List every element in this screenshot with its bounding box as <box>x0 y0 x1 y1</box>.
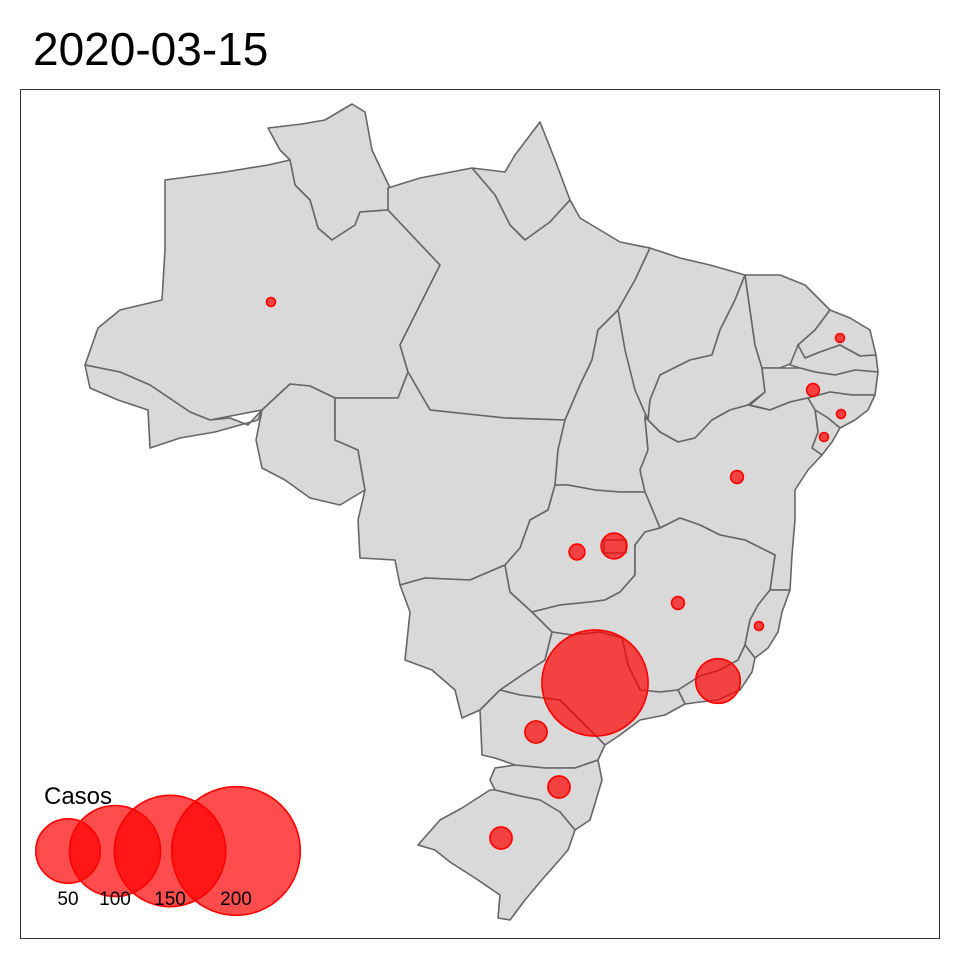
size-legend: Casos 50 100 150 200 <box>34 783 302 917</box>
map-panel <box>20 89 940 939</box>
legend-label-50: 50 <box>57 889 78 910</box>
case-bubbles <box>265 296 847 850</box>
legend-label-200: 200 <box>220 889 252 910</box>
legend-title: Casos <box>44 783 112 810</box>
case-bubble-sc <box>547 775 571 799</box>
state-outlines <box>84 103 879 921</box>
state-es <box>744 589 791 659</box>
legend-items: 50 100 150 200 <box>34 785 302 917</box>
case-bubble-rn <box>834 332 846 344</box>
legend-bubble-200 <box>170 785 302 917</box>
legend-label-100: 100 <box>99 889 131 910</box>
case-bubble-am <box>265 296 277 308</box>
map-title: 2020-03-15 <box>33 23 269 75</box>
state-ac <box>84 364 263 449</box>
case-bubble-pe <box>805 382 821 398</box>
case-bubble-rj <box>694 657 742 705</box>
legend-label-150: 150 <box>154 889 186 910</box>
case-bubble-es <box>753 620 765 632</box>
case-bubble-pr <box>524 720 548 744</box>
case-bubble-al <box>835 408 847 420</box>
case-bubble-sp <box>541 629 649 737</box>
case-bubble-ba <box>729 469 745 485</box>
case-bubble-go <box>568 543 586 561</box>
state-rs <box>417 789 576 921</box>
case-bubble-rs <box>489 826 513 850</box>
case-bubble-mg <box>670 595 686 611</box>
case-bubble-df <box>600 532 628 560</box>
case-bubble-se <box>818 431 830 443</box>
